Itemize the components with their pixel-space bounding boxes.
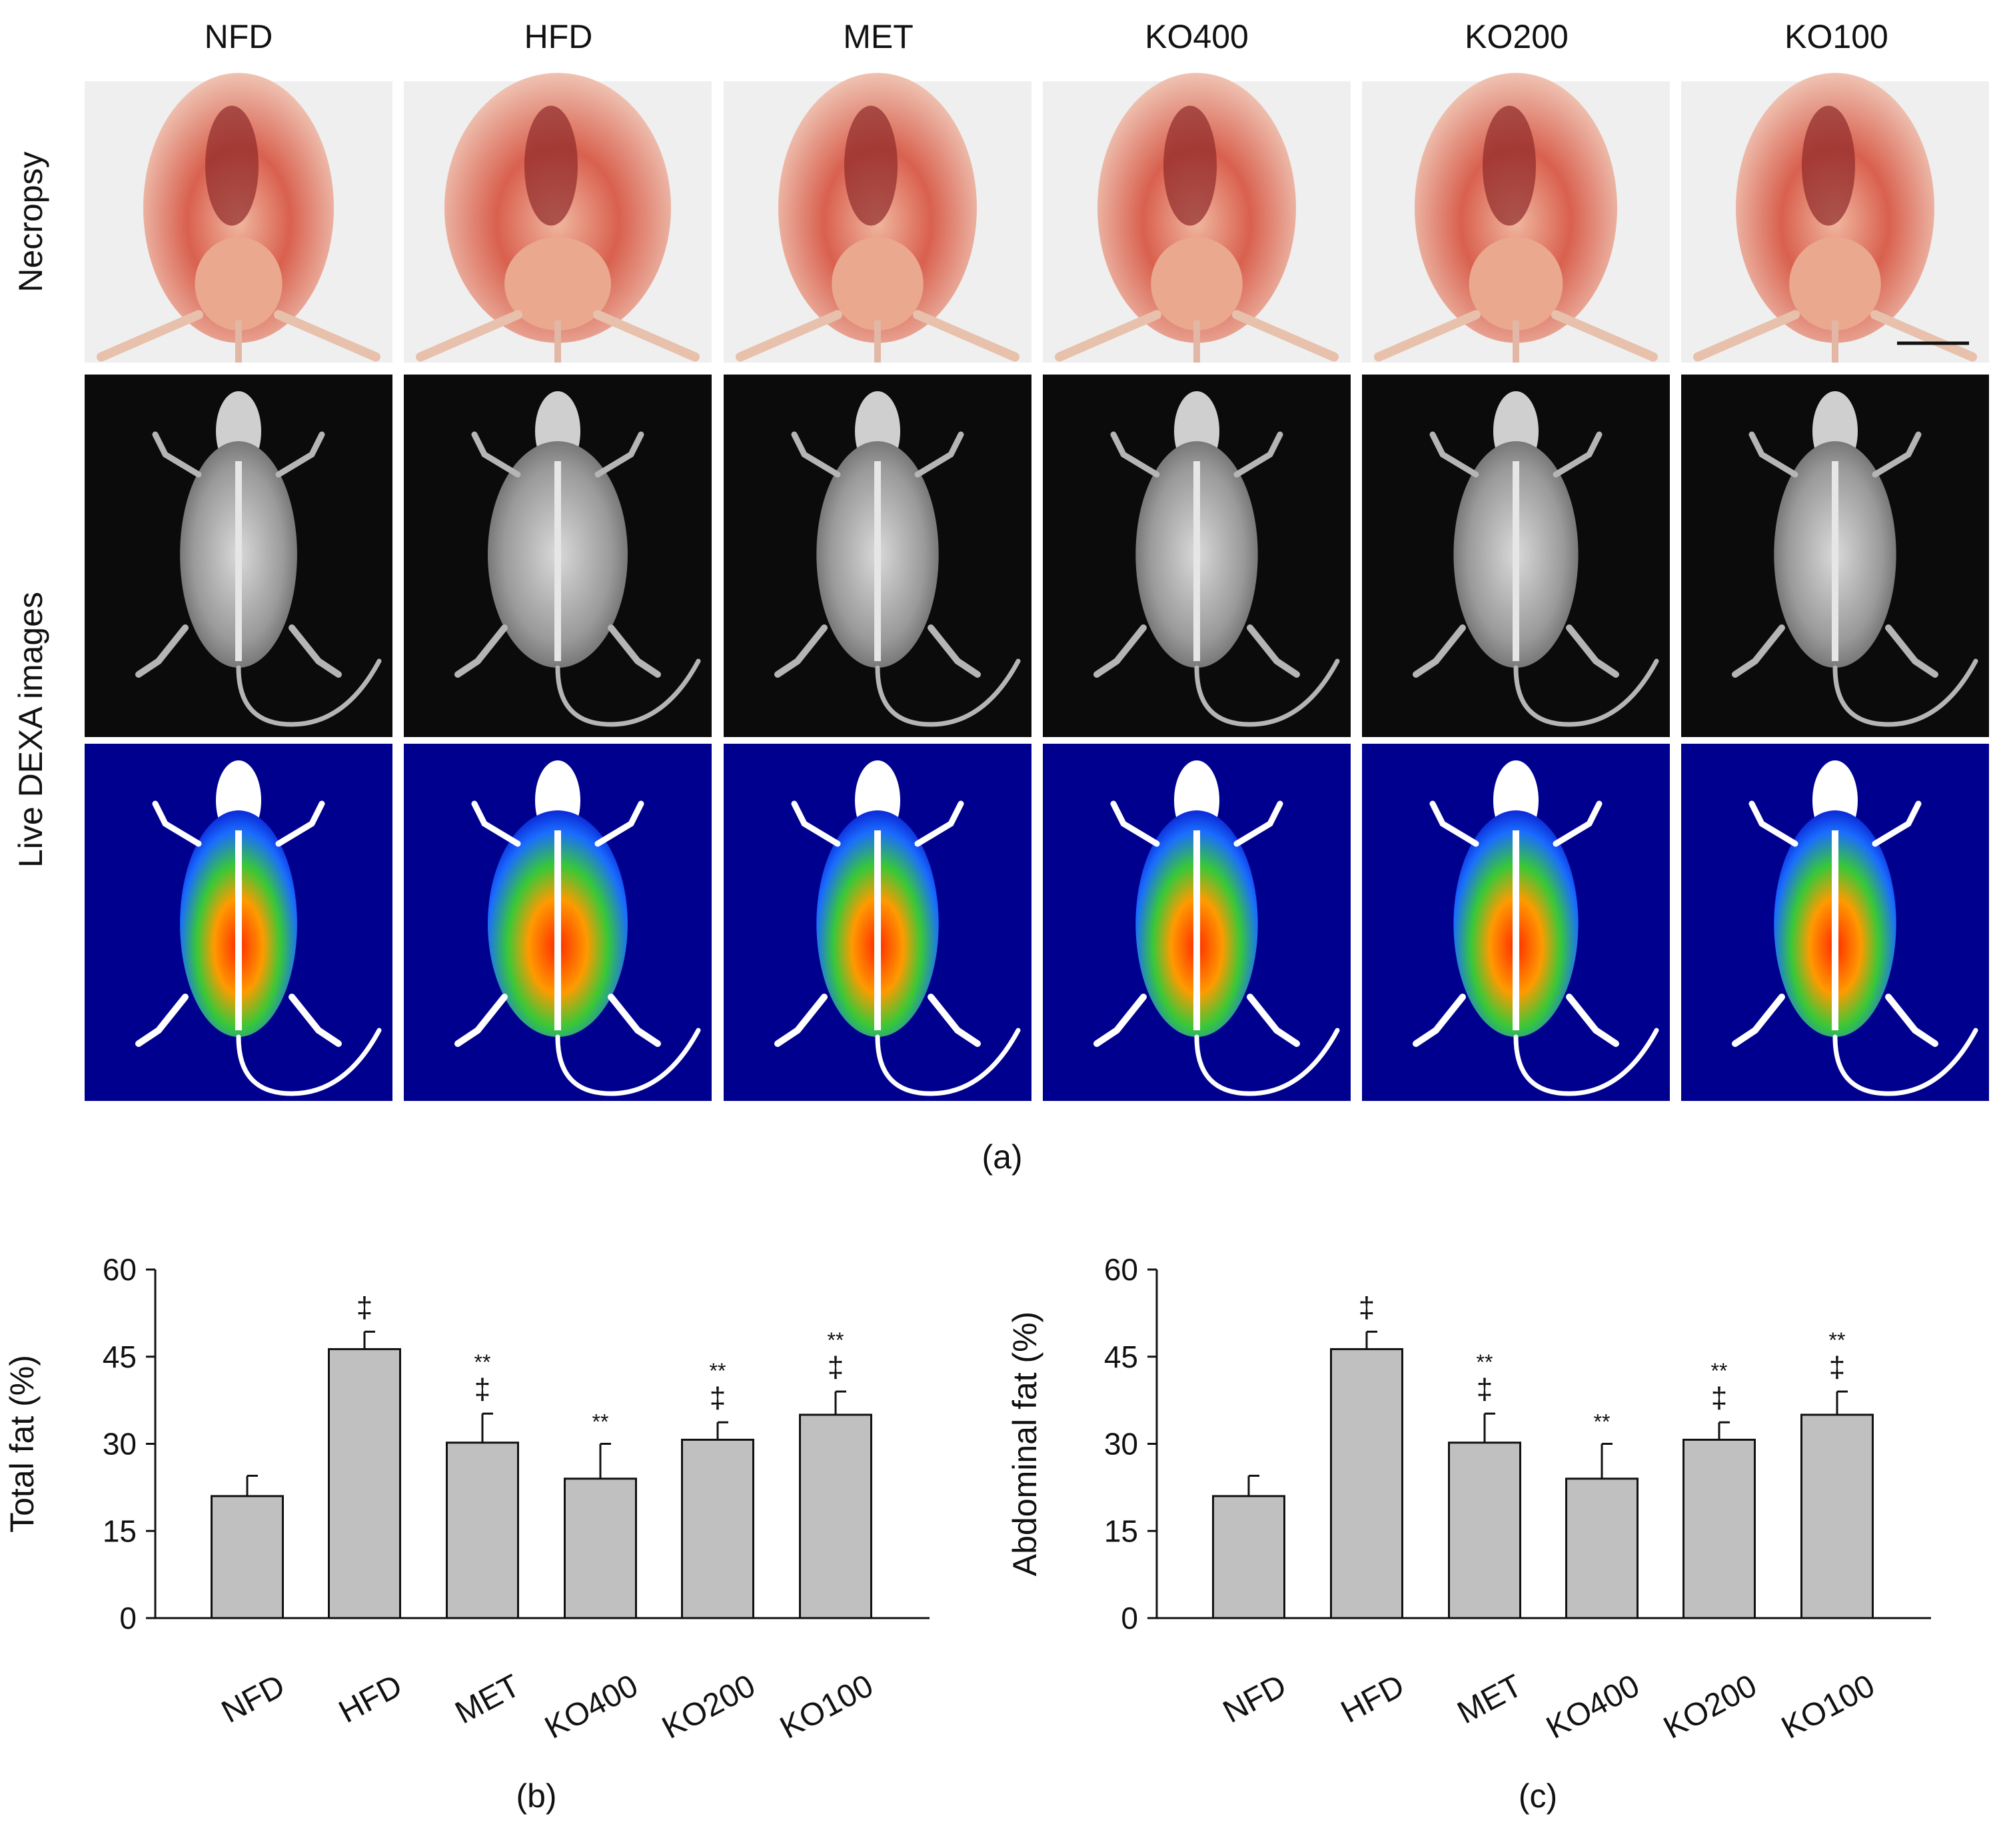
nec-image <box>1043 73 1351 363</box>
bar <box>799 1413 872 1619</box>
x-tick-label: KO400 <box>539 1668 644 1746</box>
annotation-significance: ** <box>1829 1328 1846 1352</box>
necropsy-row <box>85 73 1989 363</box>
x-tick-label: NFD <box>216 1668 291 1730</box>
bar <box>681 1438 754 1619</box>
y-tick-label: 0 <box>1121 1601 1138 1635</box>
heat-image <box>1362 744 1670 1101</box>
y-axis-label: Abdominal fat (%) <box>1006 1312 1043 1576</box>
nec-image <box>85 73 392 363</box>
y-tick-label: 30 <box>1104 1427 1138 1461</box>
group-header: MET <box>843 18 914 55</box>
bar <box>1800 1413 1874 1619</box>
xray-image <box>1681 375 1989 737</box>
annotation-dagger: ‡ <box>1711 1382 1727 1414</box>
group-header: KO200 <box>1465 18 1569 55</box>
annotation-dagger: ‡ <box>828 1351 844 1384</box>
y-tick-label: 60 <box>1104 1252 1138 1287</box>
x-tick-label: HFD <box>333 1668 408 1730</box>
y-axis-label: Total fat (%) <box>3 1355 41 1533</box>
x-tick-label: KO200 <box>656 1668 761 1746</box>
panel-label-a: (a) <box>982 1138 1022 1176</box>
bar <box>1682 1438 1756 1619</box>
y-tick-label: 45 <box>103 1340 137 1374</box>
heat-image <box>85 744 392 1101</box>
nec-image <box>1362 73 1670 363</box>
annotation-significance: ** <box>1477 1350 1493 1374</box>
panel-label-b: (b) <box>516 1777 556 1815</box>
nec-image <box>1681 73 1989 363</box>
bar <box>446 1441 519 1619</box>
group-header: NFD <box>205 18 273 55</box>
bar <box>328 1348 401 1619</box>
xray-image <box>85 375 392 737</box>
annotation-dagger: ‡ <box>1359 1291 1375 1324</box>
annotation-significance: ** <box>1594 1410 1611 1434</box>
bar <box>1212 1495 1285 1619</box>
bar <box>211 1495 284 1619</box>
group-header: KO400 <box>1145 18 1249 55</box>
nec-image <box>404 73 712 363</box>
x-tick-label: NFD <box>1217 1668 1292 1730</box>
annotation-dagger: ‡ <box>1477 1373 1493 1405</box>
y-tick-label: 60 <box>103 1252 137 1287</box>
row-label-necropsy: Necropsy <box>12 151 49 292</box>
heat-image <box>404 744 712 1101</box>
annotation-significance: ** <box>828 1328 844 1352</box>
x-tick-label: KO100 <box>1776 1668 1880 1746</box>
xray-image <box>1362 375 1670 737</box>
annotation-significance: ** <box>1711 1359 1728 1383</box>
x-tick-label: HFD <box>1335 1668 1410 1730</box>
x-tick-label: KO100 <box>774 1668 879 1746</box>
dexa-fat-map-row <box>85 744 1989 1101</box>
annotation-dagger: ‡ <box>474 1373 490 1405</box>
group-header: KO100 <box>1784 18 1888 55</box>
annotation-significance: ** <box>592 1410 609 1434</box>
y-tick-label: 15 <box>1104 1513 1138 1548</box>
x-tick-label: MET <box>450 1668 526 1731</box>
dexa-xray-row <box>85 375 1989 737</box>
heat-image <box>724 744 1031 1101</box>
x-tick-label: KO200 <box>1658 1668 1762 1746</box>
x-tick-label: MET <box>1452 1668 1528 1731</box>
y-tick-label: 15 <box>103 1513 137 1548</box>
heat-image <box>1681 744 1989 1101</box>
bar <box>1330 1348 1403 1619</box>
x-tick-label: KO400 <box>1541 1668 1645 1746</box>
group-header: HFD <box>524 18 593 55</box>
y-tick-label: 45 <box>1104 1340 1138 1374</box>
xray-image <box>404 375 712 737</box>
group-headers: NFD HFD MET KO400 KO200 KO100 <box>205 18 1888 55</box>
heat-image <box>1043 744 1351 1101</box>
bar <box>564 1477 637 1619</box>
bar <box>1448 1441 1521 1619</box>
panel-label-c: (c) <box>1519 1777 1557 1815</box>
y-tick-label: 30 <box>103 1427 137 1461</box>
bar <box>1565 1477 1639 1619</box>
xray-image <box>1043 375 1351 737</box>
y-tick-label: 0 <box>119 1601 137 1635</box>
annotation-dagger: ‡ <box>1829 1351 1845 1384</box>
annotation-dagger: ‡ <box>710 1382 726 1414</box>
annotation-dagger: ‡ <box>356 1291 372 1324</box>
row-label-dexa: Live DEXA images <box>12 592 49 868</box>
xray-image <box>724 375 1031 737</box>
annotation-significance: ** <box>474 1350 491 1374</box>
annotation-significance: ** <box>710 1359 726 1383</box>
nec-image <box>724 73 1031 363</box>
